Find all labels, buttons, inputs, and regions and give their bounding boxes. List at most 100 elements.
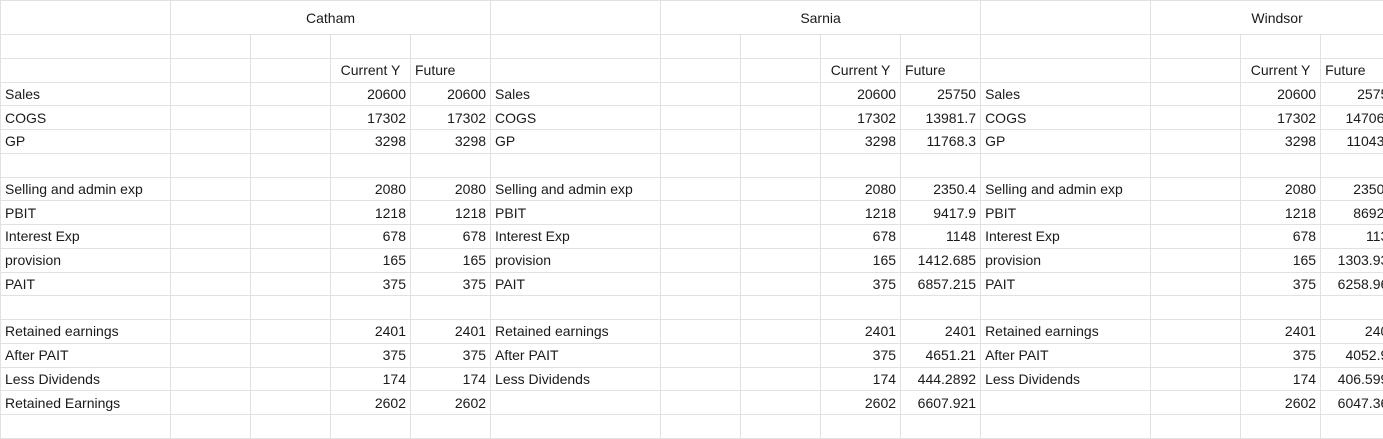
cell[interactable] [490,0,662,36]
cell[interactable] [1150,319,1242,344]
cell[interactable] [980,152,1152,178]
row-label-cell[interactable]: PBIT [980,200,1152,226]
row-label-cell[interactable]: Sales [490,81,662,107]
header-future-cell[interactable]: Future [900,57,982,83]
cell[interactable] [740,57,822,83]
cell[interactable] [740,129,822,154]
header-future-cell[interactable]: Future [409,57,492,83]
cell[interactable] [740,224,822,249]
current-value-cell[interactable]: 2602 [1240,390,1322,416]
cell[interactable] [0,152,171,178]
cell[interactable] [250,366,331,392]
cell[interactable] [660,224,742,249]
current-value-cell[interactable]: 3298 [330,129,411,154]
future-value-cell[interactable]: 11768.3 [900,129,982,154]
cell[interactable] [660,414,742,439]
cell[interactable] [170,271,251,297]
cell[interactable] [170,224,251,249]
current-value-cell[interactable]: 375 [820,342,902,368]
row-label-cell[interactable]: After PAIT [490,342,662,368]
row-label-cell[interactable]: PAIT [490,271,662,297]
cell[interactable] [170,247,251,273]
current-value-cell[interactable]: 20600 [820,81,902,107]
future-value-cell[interactable]: 375 [409,271,492,297]
cell[interactable] [660,390,742,416]
row-label-cell[interactable]: Interest Exp [490,224,662,249]
cell[interactable] [740,105,822,131]
cell[interactable] [660,247,742,273]
cell[interactable] [1150,390,1242,416]
cell[interactable] [0,34,171,59]
cell[interactable] [170,105,251,131]
row-label-cell[interactable]: Retained earnings [980,319,1152,344]
cell[interactable] [740,176,822,202]
row-label-cell[interactable]: PAIT [0,271,171,297]
cell[interactable] [250,57,331,83]
cell[interactable] [1320,152,1383,178]
row-label-cell[interactable]: After PAIT [0,342,171,368]
current-value-cell[interactable]: 2602 [330,390,411,416]
future-value-cell[interactable]: 3298 [409,129,492,154]
cell[interactable] [250,295,331,321]
cell[interactable] [490,57,662,83]
cell[interactable] [330,152,411,178]
row-label-cell[interactable]: GP [980,129,1152,154]
cell[interactable] [740,366,822,392]
cell[interactable] [660,34,742,59]
cell[interactable] [660,129,742,154]
current-value-cell[interactable]: 3298 [820,129,902,154]
current-value-cell[interactable]: 17302 [820,105,902,131]
current-value-cell[interactable]: 165 [330,247,411,273]
cell[interactable] [660,342,742,368]
cell[interactable] [660,295,742,321]
cell[interactable] [740,295,822,321]
cell[interactable] [980,57,1152,83]
current-value-cell[interactable]: 2401 [330,319,411,344]
future-value-cell[interactable]: 17302 [409,105,492,131]
future-value-cell[interactable]: 9417.9 [900,200,982,226]
header-current-cell[interactable]: Current Y [820,57,902,83]
cell[interactable] [490,152,662,178]
current-value-cell[interactable]: 375 [330,342,411,368]
current-value-cell[interactable]: 678 [1240,224,1322,249]
cell[interactable] [660,152,742,178]
cell[interactable] [900,414,982,439]
current-value-cell[interactable]: 165 [1240,247,1322,273]
city-title-cell[interactable]: Catham [169,0,492,36]
cell[interactable] [900,152,982,178]
cell[interactable] [1150,271,1242,297]
cell[interactable] [740,342,822,368]
cell[interactable] [660,366,742,392]
future-value-cell[interactable]: 2401 [900,319,982,344]
current-value-cell[interactable]: 678 [330,224,411,249]
cell[interactable] [250,271,331,297]
future-value-cell[interactable]: 1148 [900,224,982,249]
row-label-cell[interactable]: Sales [0,81,171,107]
cell[interactable] [250,152,331,178]
cell[interactable] [330,295,411,321]
row-label-cell[interactable]: Less Dividends [0,366,171,392]
current-value-cell[interactable]: 17302 [330,105,411,131]
cell[interactable] [250,200,331,226]
cell[interactable] [170,342,251,368]
cell[interactable] [1150,247,1242,273]
cell[interactable] [250,105,331,131]
row-label-cell[interactable]: Retained Earnings [0,390,171,416]
future-value-cell[interactable]: 8692.9 [1320,200,1383,226]
cell[interactable] [740,34,822,59]
cell[interactable] [170,319,251,344]
cell[interactable] [740,271,822,297]
current-value-cell[interactable]: 174 [1240,366,1322,392]
cell[interactable] [330,34,411,59]
cell[interactable] [660,200,742,226]
future-value-cell[interactable]: 174 [409,366,492,392]
header-future-cell[interactable]: Future [1320,57,1383,83]
row-label-cell[interactable]: COGS [980,105,1152,131]
cell[interactable] [740,390,822,416]
current-value-cell[interactable]: 375 [820,271,902,297]
cell[interactable] [660,81,742,107]
cell[interactable] [1150,366,1242,392]
future-value-cell[interactable]: 6258.965 [1320,271,1383,297]
cell[interactable] [0,57,171,83]
cell[interactable] [1240,414,1322,439]
